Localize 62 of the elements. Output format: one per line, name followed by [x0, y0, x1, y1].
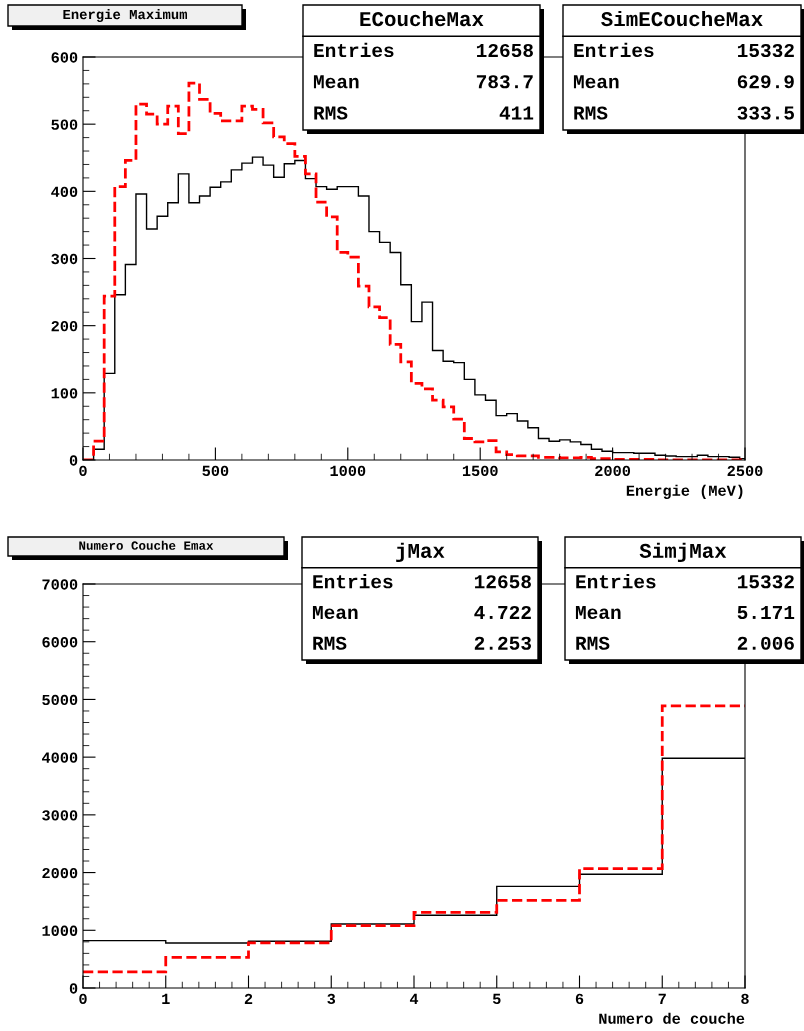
text: SimjMax [639, 542, 727, 563]
text: jMax [396, 542, 445, 563]
annotation: 411 [499, 106, 534, 120]
x-tick-label: 4 [409, 993, 419, 1004]
annotation: 15332 [737, 575, 794, 589]
x-tick-label: 1000 [330, 465, 366, 477]
annotation: Entries [574, 42, 654, 58]
annotation: 4.722 [474, 605, 531, 619]
annotation: RMS [574, 106, 608, 120]
annotation: RMS [313, 636, 347, 650]
x-tick-label: 1500 [462, 465, 498, 477]
y-tick-label: 100 [51, 388, 78, 399]
annotation: Mean [313, 75, 359, 89]
y-tick-label: 7000 [42, 579, 78, 590]
annotation: 15332 [737, 43, 794, 58]
y-tick-label: 500 [51, 119, 78, 130]
y-tick-label: 2000 [42, 867, 78, 879]
y-tick-label: 6000 [42, 637, 78, 648]
annotation: 2.253 [474, 636, 532, 650]
y-tick-label: 200 [51, 320, 78, 332]
x-tick-label: 0 [79, 465, 87, 477]
y-tick-label: 0 [69, 983, 78, 994]
y-tick-label: 400 [51, 186, 78, 198]
annotation: Entries [313, 574, 393, 589]
y-tick-label: 600 [51, 52, 78, 63]
annotation: 12658 [474, 575, 531, 589]
annotation: Entries [576, 574, 656, 589]
x-tick-label: 0 [79, 993, 87, 1005]
x-tick-label: 2 [244, 993, 253, 1004]
annotation: 2.006 [737, 636, 794, 650]
y-tick-label: 5000 [42, 694, 78, 706]
x-axis-title: Numero de couche [599, 1012, 745, 1024]
x-tick-label: 8 [741, 993, 749, 1005]
x-tick-label: 7 [658, 993, 666, 1004]
text: SimECoucheMax [601, 10, 763, 27]
annotation: 783.7 [476, 75, 533, 89]
annotation: RMS [576, 636, 610, 650]
annotation: 5.171 [737, 606, 795, 620]
y-tick-label: 4000 [41, 752, 78, 763]
chart-title: Energie Maximum [63, 9, 187, 22]
x-tick-label: 6 [575, 993, 584, 1005]
x-tick-label: 2000 [595, 465, 631, 477]
annotation: 333.5 [737, 106, 794, 120]
annotation: 12658 [476, 43, 533, 58]
annotation: Mean [312, 606, 358, 620]
annotation: Mean [573, 75, 619, 89]
text: ECoucheMax [360, 10, 484, 27]
x-tick-label: 5 [492, 993, 501, 1005]
annotation: Entries [314, 42, 394, 58]
y-tick-label: 1000 [42, 925, 78, 936]
y-tick-label: 3000 [42, 810, 78, 821]
x-tick-label: 1 [162, 993, 170, 1004]
annotation: Mean [575, 606, 621, 620]
x-tick-label: 3 [327, 993, 336, 1005]
y-tick-label: 300 [51, 253, 78, 265]
annotation: 629.9 [737, 75, 794, 89]
x-axis-title: Energie (MeV) [626, 484, 743, 499]
x-tick-label: 2500 [727, 465, 763, 477]
y-tick-label: 0 [69, 455, 78, 466]
chart-title: Numero Couche Emax [79, 540, 214, 550]
x-tick-label: 500 [202, 465, 229, 477]
annotation: RMS [314, 106, 348, 120]
